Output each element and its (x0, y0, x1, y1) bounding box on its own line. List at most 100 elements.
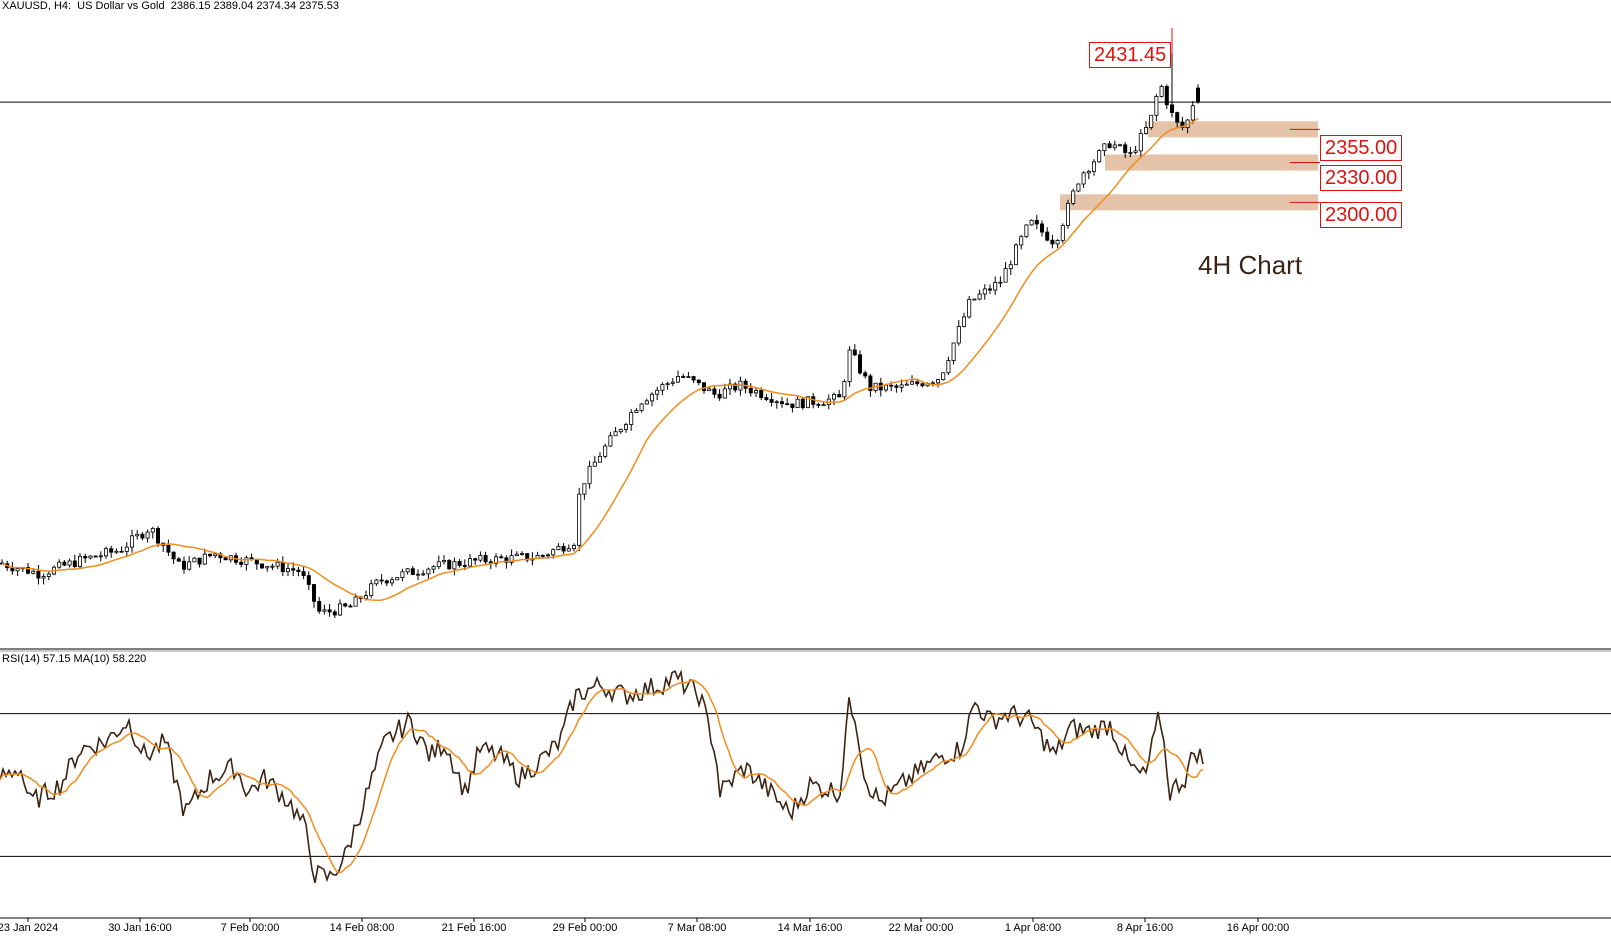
candle (1034, 214, 1039, 230)
candle (894, 383, 899, 393)
candle (410, 566, 415, 575)
candle (36, 565, 41, 585)
candle (129, 529, 134, 553)
candle (259, 563, 264, 570)
candle-body (1034, 219, 1039, 225)
candle (514, 551, 519, 557)
candle-body (977, 293, 982, 300)
candle (467, 553, 472, 568)
candle-body (62, 561, 67, 566)
candle-body (514, 553, 519, 557)
candle (421, 570, 426, 577)
candle-body (187, 561, 192, 570)
candle-body (72, 560, 77, 568)
time-tick-label: 1 Apr 08:00 (1004, 922, 1062, 934)
candle (977, 289, 982, 301)
candle-body (1123, 144, 1128, 154)
candle-body (46, 573, 51, 577)
candle-body (962, 316, 967, 327)
candle-body (129, 535, 134, 548)
candle-body (1118, 144, 1123, 147)
candle (457, 559, 462, 568)
candle-body (982, 288, 987, 295)
candle-body (1050, 239, 1055, 245)
candle-body (306, 575, 311, 585)
candle-body (1170, 104, 1175, 113)
candle (176, 557, 181, 562)
candle (348, 603, 353, 608)
candle (1144, 121, 1149, 135)
candle-body (930, 382, 935, 385)
candle (868, 373, 873, 397)
candle-body (733, 383, 738, 391)
candle-body (395, 577, 400, 581)
candle (301, 565, 306, 580)
candle-body (795, 398, 800, 408)
candle (155, 526, 160, 547)
candle (104, 546, 109, 559)
candle (1003, 262, 1008, 283)
moving-average-line (1, 117, 1199, 602)
candle-body (915, 381, 920, 385)
candle (171, 551, 176, 565)
candle (1081, 171, 1086, 188)
candle-body (405, 568, 410, 573)
candle-body (431, 566, 436, 570)
candle-body (613, 431, 618, 437)
ohlc-values: 2386.15 2389.04 2374.34 2375.53 (170, 0, 339, 12)
candle (717, 389, 722, 401)
candle-body (832, 394, 837, 400)
candle (379, 574, 384, 585)
candle (956, 320, 961, 346)
candle (1128, 147, 1133, 158)
time-axis-ticks (27, 918, 1259, 922)
candle-body (78, 555, 83, 568)
candle-body (577, 493, 582, 546)
candle (10, 561, 15, 575)
candle (998, 276, 1003, 288)
candle-body (41, 576, 46, 579)
candle (556, 543, 561, 551)
candle-body (285, 568, 290, 573)
candle-body (520, 553, 525, 555)
candle (493, 553, 498, 568)
candle (426, 567, 431, 579)
candle-body (629, 412, 634, 425)
candle-body (951, 342, 956, 361)
time-tick-label: 16 Apr 00:00 (1226, 922, 1290, 934)
candle (681, 373, 686, 379)
candle (670, 378, 675, 387)
candle (904, 380, 909, 386)
support-zone-2300.00 (1060, 194, 1318, 211)
candle-body (624, 424, 629, 430)
candle (525, 553, 530, 563)
candle (1029, 219, 1034, 226)
candle-body (452, 561, 457, 570)
candle-body (936, 379, 941, 384)
candle (1092, 159, 1097, 176)
candle (114, 548, 119, 554)
candle (192, 556, 197, 563)
candle-body (31, 570, 36, 574)
candle-body (348, 605, 353, 608)
candle-body (436, 561, 441, 568)
candle-body (754, 389, 759, 394)
candle (962, 312, 967, 328)
candle (88, 555, 93, 560)
candle-body (1076, 183, 1081, 192)
support-zone-2330.00 (1105, 154, 1318, 171)
candle-body (462, 565, 467, 567)
candle (395, 577, 400, 581)
candle-body (884, 384, 889, 391)
candle (629, 409, 634, 431)
time-tick-label: 21 Feb 16:00 (441, 922, 507, 934)
candle-body (140, 533, 145, 539)
candle (280, 556, 285, 577)
candle (140, 532, 145, 541)
candle-body (483, 555, 488, 563)
candle (431, 565, 436, 574)
candle (1024, 224, 1029, 239)
candle (816, 402, 821, 409)
candle-body (800, 398, 805, 409)
candle-body (25, 567, 30, 574)
